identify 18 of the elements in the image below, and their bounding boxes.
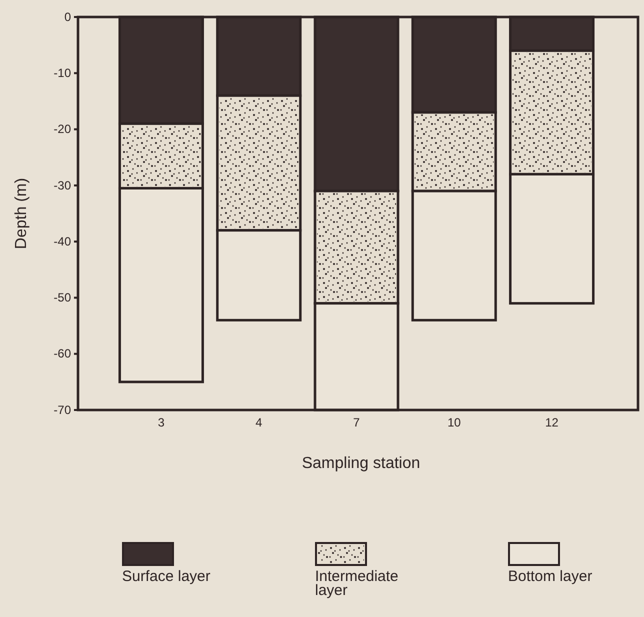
x-tick-label: 3	[158, 416, 165, 430]
legend-label: Intermediate layer	[315, 568, 398, 599]
y-tick-label: -60	[54, 346, 72, 361]
y-tick-label: -50	[54, 290, 72, 305]
y-tick-label: -40	[54, 234, 72, 248]
y-tick-label: -70	[54, 402, 72, 417]
y-tick-label: -20	[54, 122, 72, 136]
y-tick-label: -30	[54, 178, 72, 192]
x-axis-title: Sampling station	[302, 455, 420, 472]
legend-label: Bottom layer	[508, 568, 592, 585]
y-tick-label: 0	[64, 10, 72, 24]
y-axis-title: Depth (m)	[13, 178, 30, 250]
legend-label: Surface layer	[122, 568, 210, 585]
x-tick-label: 10	[447, 416, 462, 430]
x-tick-label: 12	[545, 416, 559, 430]
x-tick-label: 4	[256, 416, 263, 430]
y-tick-label: -10	[54, 66, 72, 80]
x-tick-label: 7	[353, 416, 360, 430]
